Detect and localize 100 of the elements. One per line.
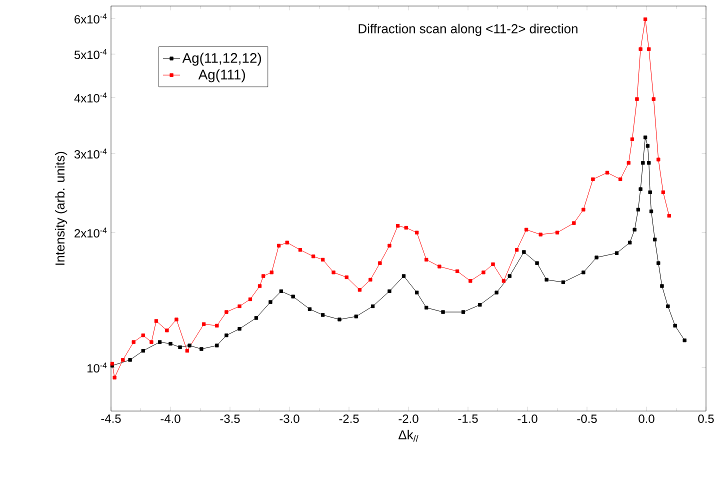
point: [388, 244, 392, 248]
x-tick-label: -1.5: [458, 414, 478, 423]
point: [652, 97, 656, 101]
x-tick-label: -1.0: [518, 414, 538, 423]
point: [632, 228, 636, 232]
point: [638, 47, 642, 51]
point: [258, 284, 262, 288]
point: [402, 274, 406, 278]
point: [215, 324, 219, 328]
point: [132, 340, 136, 344]
point: [202, 322, 206, 326]
x-tick-label: -3.0: [280, 414, 300, 423]
y-tick-label: 5x10$^{-4}$: [74, 49, 107, 60]
point: [354, 314, 358, 318]
point: [656, 261, 660, 265]
point: [285, 240, 289, 244]
point: [605, 170, 610, 175]
y-tick-label: 3x10$^{-4}$: [74, 148, 107, 159]
point: [248, 297, 252, 302]
point: [128, 358, 132, 362]
point: [238, 326, 242, 331]
point: [682, 338, 686, 342]
point: [494, 290, 498, 294]
point: [635, 97, 639, 101]
point: [224, 333, 228, 338]
point: [396, 224, 400, 228]
point: [544, 278, 548, 282]
point: [643, 17, 648, 22]
y-axis-title: Intensity (arb. units): [55, 152, 68, 265]
point: [308, 307, 312, 311]
x-tick-label: -4.0: [160, 414, 180, 423]
point: [320, 258, 325, 262]
point: [150, 340, 154, 344]
point: [279, 289, 284, 294]
y-tick-label: 6x10$^{-4}$: [74, 14, 107, 24]
point: [591, 177, 595, 182]
y-tick-label: 10$^{-4}$: [88, 362, 107, 373]
point: [673, 324, 677, 328]
point: [461, 310, 466, 314]
point: [298, 248, 302, 252]
point: [332, 270, 336, 274]
point: [630, 137, 634, 142]
point: [656, 158, 660, 162]
point: [626, 161, 630, 165]
point: [378, 261, 382, 265]
point: [438, 264, 442, 268]
point: [168, 342, 172, 346]
text: Diffraction scan along <11-2> direction: [358, 24, 578, 36]
point: [618, 177, 622, 182]
point: [535, 261, 539, 265]
point: [641, 161, 645, 165]
point: [404, 226, 408, 230]
point: [491, 262, 495, 266]
legend-label: Ag(111): [198, 69, 245, 82]
point: [647, 161, 651, 165]
legend-label: Ag(11,12,12): [182, 52, 262, 66]
point: [261, 274, 266, 278]
point: [270, 270, 274, 274]
point: [455, 269, 460, 274]
point: [647, 47, 651, 51]
point: [441, 310, 445, 314]
x-tick-label: 0.0: [638, 414, 654, 423]
point: [174, 318, 178, 322]
x-tick-label: -2.5: [339, 414, 359, 423]
point: [638, 187, 642, 191]
point: [643, 136, 648, 140]
y-tick-label: 2x10$^{-4}$: [74, 228, 107, 238]
point: [224, 310, 228, 314]
point: [414, 230, 419, 234]
point: [502, 279, 506, 283]
point: [268, 300, 272, 304]
point: [666, 304, 670, 308]
point: [660, 284, 664, 288]
point: [178, 345, 182, 350]
point: [538, 232, 542, 236]
point: [424, 306, 428, 310]
point: [338, 318, 342, 322]
point: [514, 248, 519, 252]
point: [344, 275, 348, 280]
point: [141, 348, 145, 353]
point: [254, 316, 258, 320]
y-tick-label: 4x10$^{-4}$: [74, 92, 107, 103]
point: [112, 376, 116, 380]
point: [158, 340, 162, 344]
point: [482, 270, 486, 274]
point: [649, 210, 654, 214]
x-tick-label: -4.5: [101, 414, 121, 423]
point: [358, 288, 362, 292]
x-axis-title: Δk$_{//}$: [398, 430, 418, 442]
point: [582, 270, 586, 274]
point: [370, 304, 375, 308]
x-tick-label: -2.0: [398, 414, 418, 423]
x-tick-label: -0.5: [577, 414, 597, 423]
point: [238, 304, 242, 308]
point: [311, 254, 316, 258]
point: [561, 280, 566, 284]
point: [508, 274, 512, 278]
point: [121, 358, 125, 362]
point: [368, 278, 372, 282]
point: [200, 347, 204, 351]
